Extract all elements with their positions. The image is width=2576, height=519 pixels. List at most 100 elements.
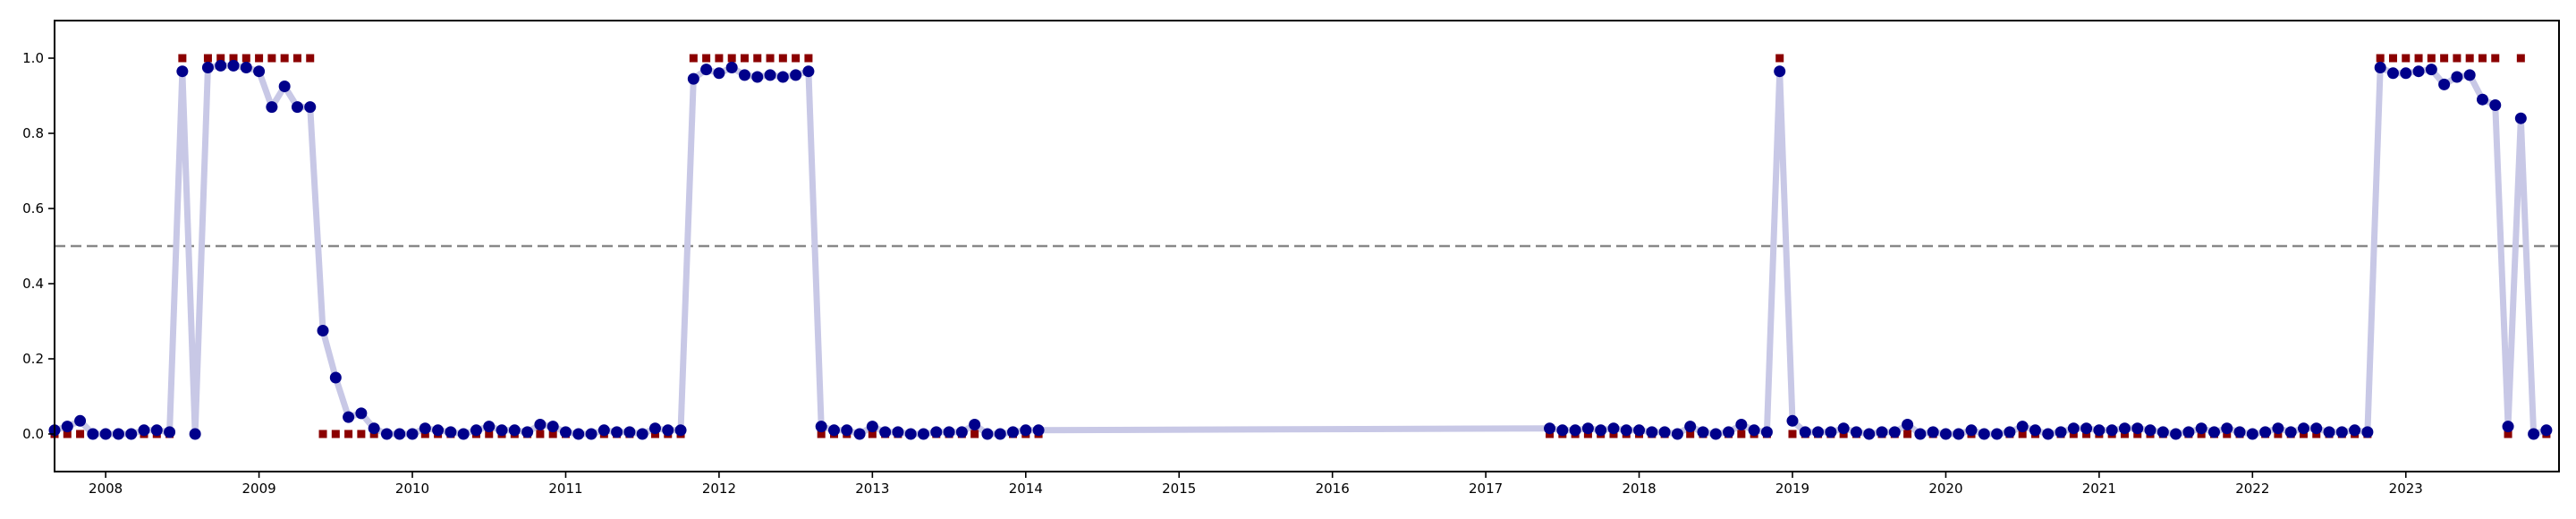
data-point — [1697, 426, 1709, 438]
data-point — [2349, 424, 2361, 437]
data-point — [841, 424, 853, 437]
data-point — [969, 419, 981, 430]
data-point — [1020, 424, 1032, 437]
data-point — [432, 424, 445, 437]
data-point — [1774, 65, 1786, 78]
label-marker — [2440, 54, 2449, 63]
label-marker — [778, 54, 787, 63]
data-point — [879, 426, 892, 438]
x-tick-label: 2015 — [1162, 481, 1196, 497]
data-point — [2514, 112, 2527, 124]
x-tick-label: 2014 — [1009, 481, 1043, 497]
data-point — [790, 69, 802, 81]
data-point — [1620, 424, 1632, 437]
label-marker — [970, 430, 979, 438]
data-point — [368, 422, 380, 435]
data-point — [2540, 424, 2553, 437]
x-tick-label: 2010 — [395, 481, 429, 497]
label-marker — [2427, 54, 2436, 63]
x-tick-label: 2016 — [1316, 481, 1350, 497]
data-point — [2233, 426, 2246, 438]
label-marker — [1903, 430, 1912, 438]
data-point — [1556, 424, 1569, 437]
data-point — [2297, 422, 2309, 435]
data-point — [559, 426, 572, 438]
x-tick-label: 2020 — [1928, 481, 1962, 497]
data-point — [866, 421, 878, 433]
data-point — [164, 426, 176, 438]
data-point — [380, 428, 393, 440]
data-point — [2055, 426, 2067, 438]
data-point — [2463, 69, 2476, 81]
data-point — [2004, 426, 2016, 438]
data-point — [483, 421, 496, 433]
data-point — [2131, 422, 2144, 435]
data-point — [623, 426, 636, 438]
data-point — [1581, 422, 1594, 435]
label-marker — [344, 430, 353, 438]
data-point — [138, 424, 150, 437]
data-point — [2323, 426, 2335, 438]
label-marker — [2478, 54, 2487, 63]
x-tick-label: 2021 — [2082, 481, 2116, 497]
data-point — [738, 69, 750, 81]
data-point — [343, 411, 355, 423]
label-marker — [792, 54, 801, 63]
data-point — [470, 424, 482, 437]
data-point — [1825, 426, 1837, 438]
data-point — [99, 428, 112, 440]
data-point — [648, 422, 661, 435]
data-point — [751, 71, 764, 83]
label-marker — [280, 54, 289, 63]
label-marker — [306, 54, 315, 63]
y-tick-label: 0.6 — [22, 200, 44, 217]
data-point — [1544, 422, 1556, 435]
data-point — [2144, 424, 2157, 437]
label-marker — [715, 54, 724, 63]
label-marker — [63, 430, 72, 438]
plot-layer — [48, 54, 2559, 440]
data-point — [2067, 422, 2080, 435]
data-point — [74, 414, 87, 427]
data-point — [253, 65, 266, 78]
label-marker — [203, 54, 212, 63]
data-point — [2157, 426, 2169, 438]
data-point — [2438, 78, 2451, 90]
data-point — [611, 426, 623, 438]
data-point — [1939, 428, 1952, 440]
label-marker — [1788, 430, 1797, 438]
data-point — [2221, 422, 2233, 435]
data-point — [1709, 428, 1722, 440]
x-tick-label: 2012 — [702, 481, 736, 497]
label-marker — [242, 54, 250, 63]
label-marker — [2376, 54, 2385, 63]
data-point — [764, 69, 776, 81]
data-point — [1965, 424, 1978, 437]
data-point — [943, 426, 955, 438]
data-point — [2207, 426, 2220, 438]
data-point — [2451, 71, 2463, 83]
label-marker — [753, 54, 762, 63]
data-point — [1927, 426, 1939, 438]
label-marker — [2402, 54, 2411, 63]
x-tick-label: 2023 — [2389, 481, 2423, 497]
data-point — [2195, 422, 2207, 435]
data-point — [892, 426, 904, 438]
data-point — [355, 407, 368, 420]
data-point — [547, 421, 559, 433]
label-marker — [536, 430, 545, 438]
data-point — [2489, 99, 2502, 111]
data-point — [1863, 428, 1876, 440]
label-marker — [727, 54, 736, 63]
data-point — [278, 81, 291, 92]
data-point — [1850, 426, 1862, 438]
data-point — [125, 428, 138, 440]
label-marker — [548, 430, 557, 438]
label-marker — [2504, 430, 2512, 438]
data-point — [508, 424, 521, 437]
label-marker — [1737, 430, 1746, 438]
x-tick-label: 2017 — [1469, 481, 1503, 497]
data-point — [1723, 426, 1735, 438]
data-point — [176, 65, 189, 78]
data-point — [2182, 426, 2195, 438]
